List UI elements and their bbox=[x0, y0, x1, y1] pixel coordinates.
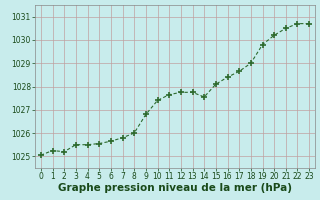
X-axis label: Graphe pression niveau de la mer (hPa): Graphe pression niveau de la mer (hPa) bbox=[58, 183, 292, 193]
